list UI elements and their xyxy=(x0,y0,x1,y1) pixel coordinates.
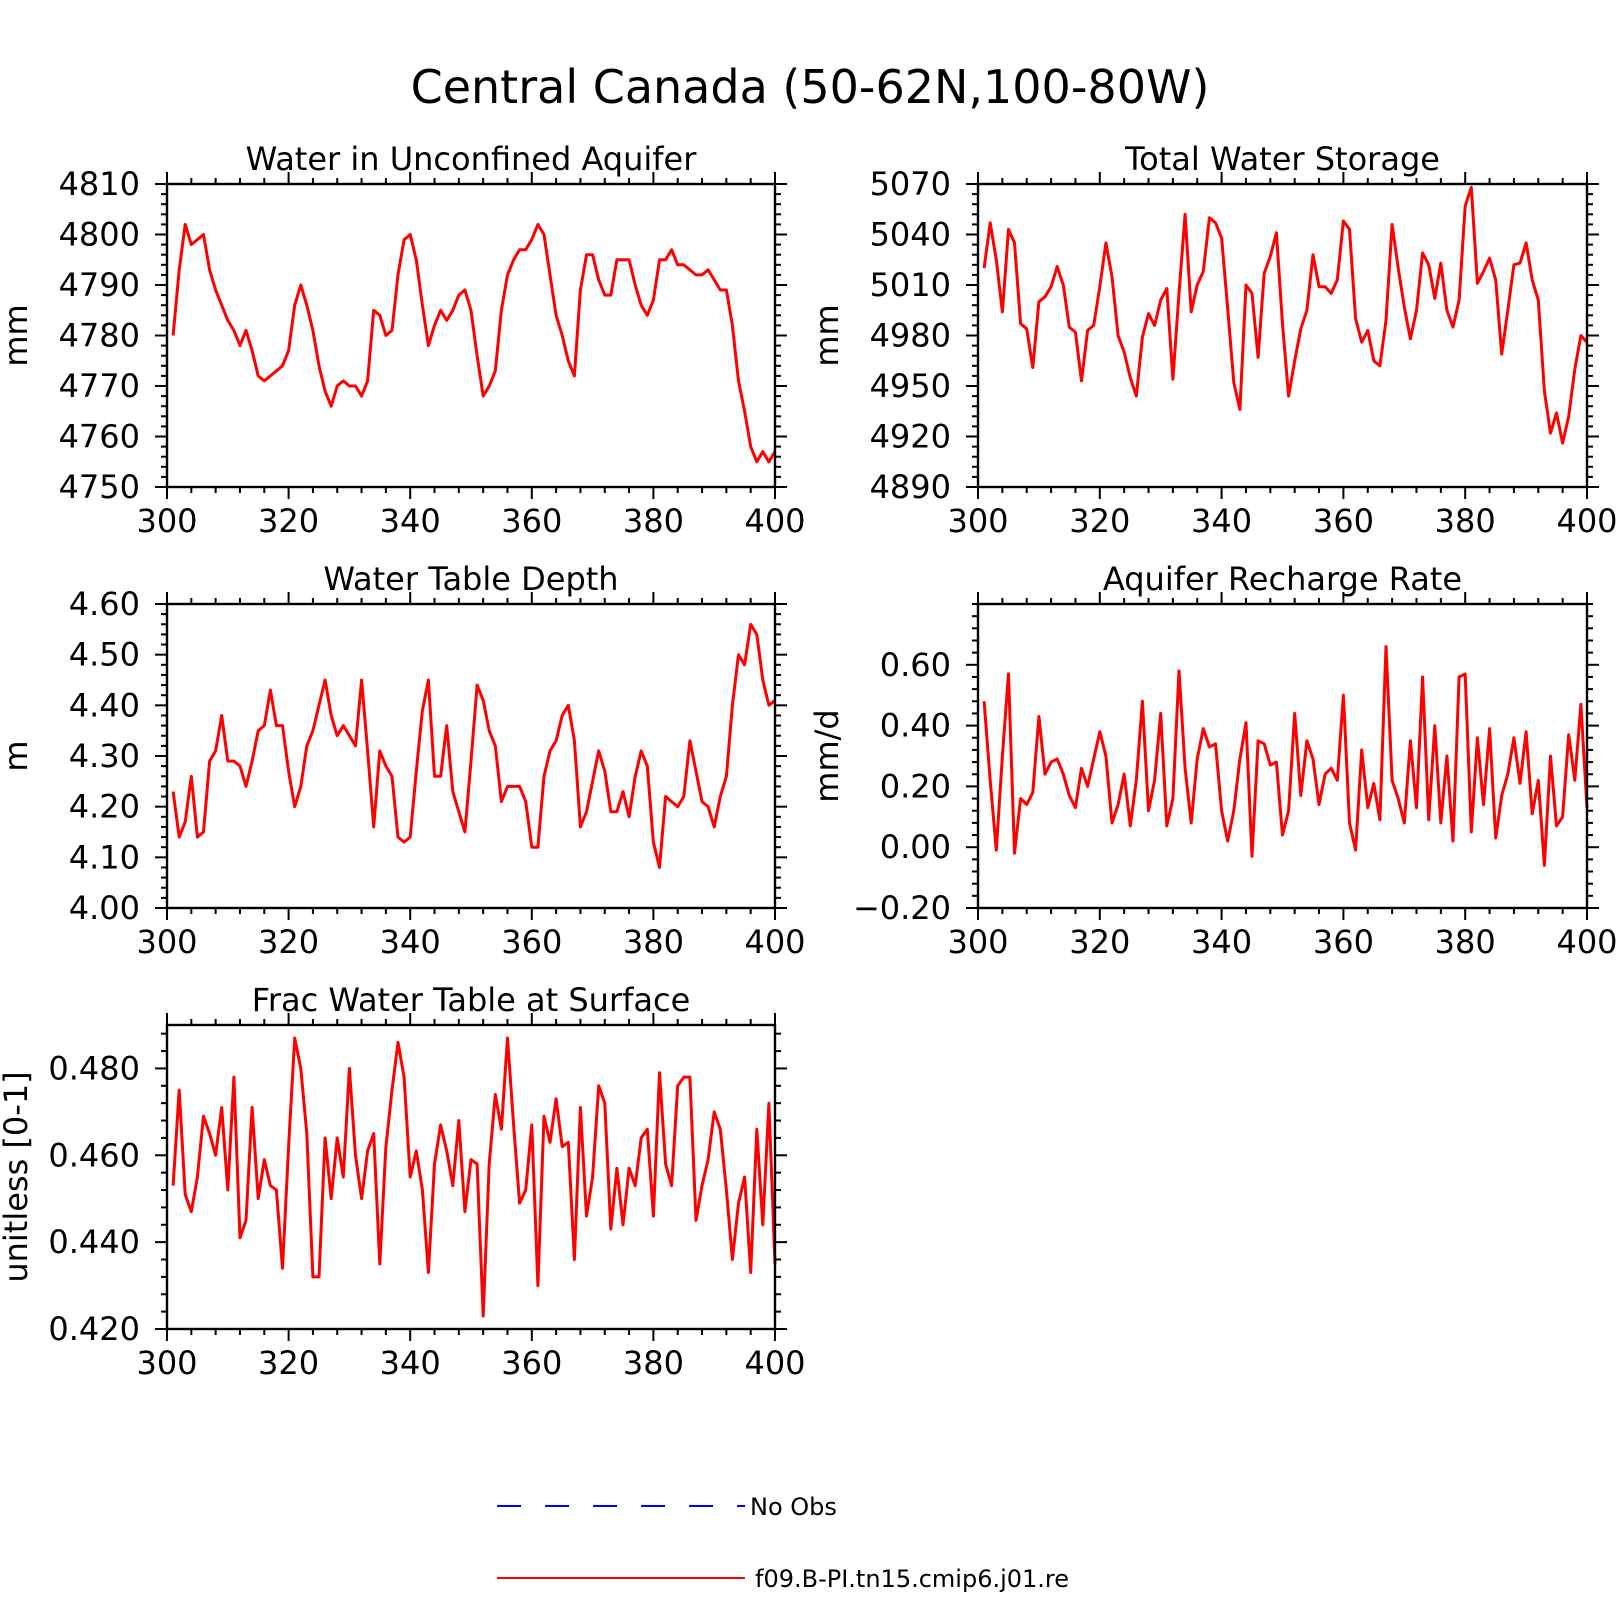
axis-ticks: 300 320 340 360 380 400 4890 4920 4950 4980 5010 50… xyxy=(870,165,1618,540)
y-tick-label: 0.420 xyxy=(48,1310,140,1348)
y-tick-label: 4.00 xyxy=(69,889,140,927)
series-line xyxy=(171,1036,777,1318)
x-tick-label: 400 xyxy=(1556,502,1617,540)
y-tick-label: 4.30 xyxy=(69,737,140,775)
y-tick-label: 0.00 xyxy=(880,828,951,866)
x-tick-label: 340 xyxy=(380,1344,441,1382)
y-tick-label: 4980 xyxy=(870,317,951,355)
y-tick-label: 4760 xyxy=(59,418,140,456)
legend-model-label: f09.B-PI.tn15.cmip6.j01.re xyxy=(755,1565,1069,1593)
y-tick-label: 4.20 xyxy=(69,788,140,826)
x-tick-label: 380 xyxy=(1435,923,1496,961)
figure-title: Central Canada (50-62N,100-80W) xyxy=(411,60,1210,114)
x-tick-label: 300 xyxy=(136,502,197,540)
y-tick-label: 4770 xyxy=(59,367,140,405)
x-tick-label: 320 xyxy=(258,923,319,961)
x-tick-label: 300 xyxy=(947,502,1008,540)
plot-frame xyxy=(976,602,1589,910)
x-tick-label: 400 xyxy=(744,923,805,961)
x-tick-label: 360 xyxy=(501,1344,562,1382)
y-tick-label: 4.50 xyxy=(69,636,140,674)
panel-total-water-storage: Total Water Storage mm 300 320 340 360 380 40… xyxy=(808,140,1618,540)
x-tick-label: 320 xyxy=(1069,923,1130,961)
x-tick-label: 360 xyxy=(501,923,562,961)
axis-ticks: 300 320 340 360 380 400 −0.20 0.00 0.20 0.40 0.60 xyxy=(853,592,1618,961)
panel-title: Water Table Depth xyxy=(323,560,618,598)
y-tick-label: 4.40 xyxy=(69,686,140,724)
axis-ticks: 300 320 340 360 380 400 4750 4760 4770 4780 4790 48… xyxy=(59,165,806,540)
x-tick-label: 380 xyxy=(623,923,684,961)
y-tick-label: 0.440 xyxy=(48,1223,140,1261)
x-tick-label: 340 xyxy=(380,502,441,540)
x-tick-label: 320 xyxy=(258,1344,319,1382)
plot-frame xyxy=(165,182,777,489)
x-tick-label: 340 xyxy=(1191,923,1252,961)
x-tick-label: 380 xyxy=(623,502,684,540)
plot-frame xyxy=(165,1023,777,1331)
series-line xyxy=(171,622,776,869)
legend-no-obs-label: No Obs xyxy=(750,1493,837,1521)
y-tick-label: 0.40 xyxy=(880,707,951,745)
x-tick-label: 400 xyxy=(1556,923,1617,961)
panel-title: Water in Unconfined Aquifer xyxy=(246,140,698,178)
y-tick-label: 4890 xyxy=(870,468,951,506)
y-tick-label: 4950 xyxy=(870,367,951,405)
panel-title: Total Water Storage xyxy=(1124,140,1440,178)
x-tick-label: 380 xyxy=(623,1344,684,1382)
panel-title: Aquifer Recharge Rate xyxy=(1103,560,1462,598)
legend: No Obs f09.B-PI.tn15.cmip6.j01.re xyxy=(497,1493,1069,1593)
x-tick-label: 300 xyxy=(136,1344,197,1382)
y-tick-label: 0.480 xyxy=(48,1049,140,1087)
x-tick-label: 300 xyxy=(947,923,1008,961)
y-tick-label: 5010 xyxy=(870,266,951,304)
x-tick-label: 340 xyxy=(380,923,441,961)
y-tick-label: 4920 xyxy=(870,418,951,456)
y-axis-label: unitless [0-1] xyxy=(0,1071,35,1282)
y-tick-label: 0.20 xyxy=(880,767,951,805)
x-tick-label: 360 xyxy=(1313,502,1374,540)
y-tick-label: 4800 xyxy=(59,216,140,254)
panel-water-table-depth: Water Table Depth m 300 320 340 360 380 400 4.… xyxy=(0,560,806,961)
axis-ticks: 300 320 340 360 380 400 4.00 4.10 4.20 4.30 4.40 4.… xyxy=(69,585,806,961)
x-tick-label: 320 xyxy=(258,502,319,540)
y-tick-label: 4790 xyxy=(59,266,140,304)
x-tick-label: 380 xyxy=(1435,502,1496,540)
x-tick-label: 320 xyxy=(1069,502,1130,540)
x-tick-label: 360 xyxy=(501,502,562,540)
y-tick-label: 4.10 xyxy=(69,838,140,876)
y-tick-label: 0.460 xyxy=(48,1136,140,1174)
panel-aquifer-recharge-rate: Aquifer Recharge Rate mm/d 300 320 340 360 3… xyxy=(808,560,1618,961)
y-tick-label: 5070 xyxy=(870,165,951,203)
y-axis-label: mm xyxy=(808,304,846,366)
x-tick-label: 400 xyxy=(744,1344,805,1382)
plot-frame xyxy=(165,602,777,910)
panel-frac-water-table-at-surface: Frac Water Table at Surface unitless [0-… xyxy=(0,981,806,1382)
x-tick-label: 360 xyxy=(1313,923,1374,961)
x-tick-label: 300 xyxy=(136,923,197,961)
y-axis-label: mm xyxy=(0,304,35,366)
panel-title: Frac Water Table at Surface xyxy=(252,981,691,1019)
series-line xyxy=(171,222,777,464)
y-axis-label: m xyxy=(0,740,35,771)
x-tick-label: 400 xyxy=(744,502,805,540)
x-tick-label: 340 xyxy=(1191,502,1252,540)
y-tick-label: 0.60 xyxy=(880,646,951,684)
y-tick-label: 4.60 xyxy=(69,585,140,623)
y-tick-label: −0.20 xyxy=(853,889,951,927)
y-tick-label: 4780 xyxy=(59,317,140,355)
series-line xyxy=(982,645,1589,867)
axis-ticks: 300 320 340 360 380 400 0.420 0.440 0.460 0.480 xyxy=(48,1013,806,1382)
y-tick-label: 4810 xyxy=(59,165,140,203)
y-axis-label: mm/d xyxy=(808,709,846,802)
y-tick-label: 4750 xyxy=(59,468,140,506)
panel-water-in-unconfined-aquifer: Water in Unconfined Aquifer mm 300 320 340… xyxy=(0,140,806,540)
series-line xyxy=(982,185,1589,445)
plot-frame xyxy=(976,182,1589,489)
y-tick-label: 5040 xyxy=(870,216,951,254)
